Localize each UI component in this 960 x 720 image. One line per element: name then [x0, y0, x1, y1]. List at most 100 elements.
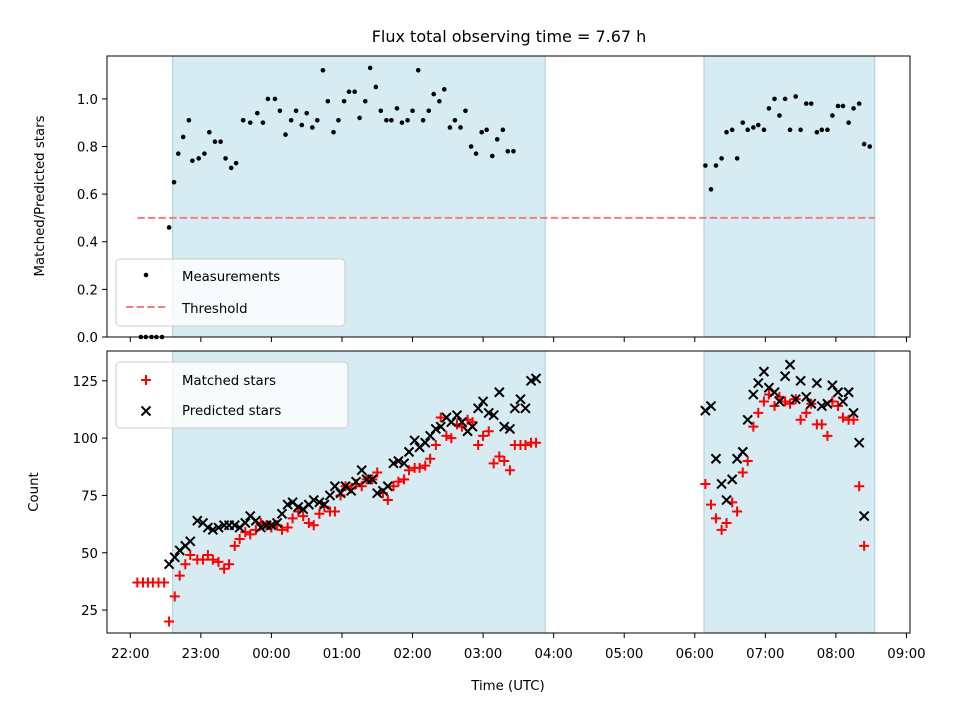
predicted-stars-point	[774, 396, 785, 407]
matched-stars-point	[245, 529, 256, 540]
legend-predicted-marker	[140, 405, 152, 417]
predicted-stars-point	[356, 465, 367, 476]
predicted-stars-point	[790, 393, 801, 405]
predicted-stars-point	[169, 552, 180, 563]
measurement-point	[399, 120, 405, 125]
predicted-stars-point	[784, 359, 796, 370]
matched-stars-point	[388, 481, 399, 492]
observing-window-span	[703, 55, 876, 338]
matched-stars-point	[758, 396, 769, 407]
matched-stars-point	[795, 414, 806, 425]
matched-stars-point	[531, 437, 542, 448]
x-tick-label: 09:00	[887, 647, 925, 662]
matched-stars-point	[213, 556, 224, 567]
matched-stars-point	[473, 440, 484, 450]
legend-measurement-marker	[143, 272, 149, 278]
x-tick-label: 08:00	[817, 647, 855, 662]
measurement-point	[479, 129, 484, 135]
predicted-stars-point	[726, 474, 738, 485]
matched-stars-point	[520, 440, 531, 450]
matched-stars-point	[706, 499, 717, 510]
matched-stars-point	[169, 591, 180, 602]
measurement-point	[367, 65, 373, 71]
measurement-point	[463, 108, 468, 114]
measurement-point	[745, 127, 751, 133]
predicted-stars-point	[250, 515, 262, 526]
matched-stars-point	[854, 481, 865, 492]
measurement-point	[415, 67, 421, 73]
measurement-point	[410, 108, 415, 114]
matched-stars-point	[478, 430, 489, 441]
matched-stars-point	[382, 495, 393, 506]
measurement-point	[341, 98, 347, 104]
predicted-stars-point	[308, 494, 319, 506]
measurement-point	[772, 96, 777, 102]
predicted-stars-point	[393, 455, 404, 467]
measurement-point	[362, 98, 368, 104]
matched-stars-point	[164, 616, 175, 627]
measurement-point	[861, 141, 867, 147]
matched-stars-point	[329, 506, 340, 517]
matched-stars-point	[159, 577, 170, 588]
measurement-point	[830, 113, 835, 118]
y-tick-label: 0.2	[77, 283, 98, 298]
matched-stars-point	[483, 426, 494, 437]
measurement-point	[447, 125, 453, 130]
matched-stars-point	[219, 563, 230, 574]
measurement-point	[458, 125, 463, 130]
matched-stars-point	[399, 474, 410, 485]
measurement-point	[186, 117, 192, 123]
measurement-point	[265, 96, 271, 102]
matched-stars-point	[499, 456, 510, 467]
measurement-point	[384, 117, 389, 123]
legend-label-predicted: Predicted stars	[182, 404, 281, 419]
measurement-point	[420, 117, 426, 123]
measurement-point	[777, 113, 782, 118]
predicted-stars-point	[779, 371, 791, 382]
predicted-stars-point	[319, 499, 330, 510]
legend-label-matched: Matched stars	[182, 374, 276, 389]
measurement-point	[314, 117, 320, 123]
matched-stars-point	[833, 401, 844, 412]
predicted-stars-point	[795, 375, 806, 387]
y-axis-label-count: Count	[27, 472, 42, 512]
legend-box	[115, 258, 346, 327]
x-tick-label: 00:00	[252, 647, 290, 662]
matched-stars-point	[287, 513, 298, 524]
measurement-point	[782, 96, 788, 102]
predicted-stars-point	[207, 524, 219, 536]
measurement-point	[175, 151, 181, 156]
y-tick-label: 75	[81, 489, 98, 504]
predicted-stars-point	[192, 515, 203, 526]
measurement-point	[819, 127, 825, 133]
predicted-stars-point	[843, 387, 854, 398]
matched-stars-point	[737, 467, 748, 478]
y-tick-label: 125	[73, 375, 98, 390]
matched-stars-point	[488, 458, 499, 469]
legend-ratio: Measurements Threshold	[115, 258, 346, 327]
matched-stars-point	[202, 550, 213, 561]
predicted-stars-point	[742, 414, 753, 425]
measurement-point	[761, 127, 767, 133]
predicted-stars-point	[858, 510, 870, 522]
predicted-stars-point	[753, 377, 764, 389]
predicted-stars-point	[710, 453, 722, 464]
measurement-point	[808, 101, 814, 106]
measurement-point	[320, 67, 326, 73]
matched-stars-point	[180, 559, 191, 570]
measurement-point	[835, 103, 841, 109]
measurement-point	[825, 127, 830, 133]
predicted-stars-point	[409, 435, 420, 446]
x-axis-label: Time (UTC)	[470, 679, 545, 694]
y-axis-label-ratio: Matched/Predicted stars	[33, 115, 48, 276]
matched-stars-point	[425, 453, 436, 464]
predicted-stars-point	[467, 421, 478, 432]
predicted-stars-point	[213, 522, 224, 533]
predicted-stars-point	[509, 403, 521, 414]
predicted-stars-point	[816, 400, 828, 412]
matched-stars-point	[435, 412, 446, 423]
measurement-point	[304, 110, 309, 116]
matched-stars-point	[700, 478, 711, 489]
predicted-stars-point	[705, 400, 717, 412]
